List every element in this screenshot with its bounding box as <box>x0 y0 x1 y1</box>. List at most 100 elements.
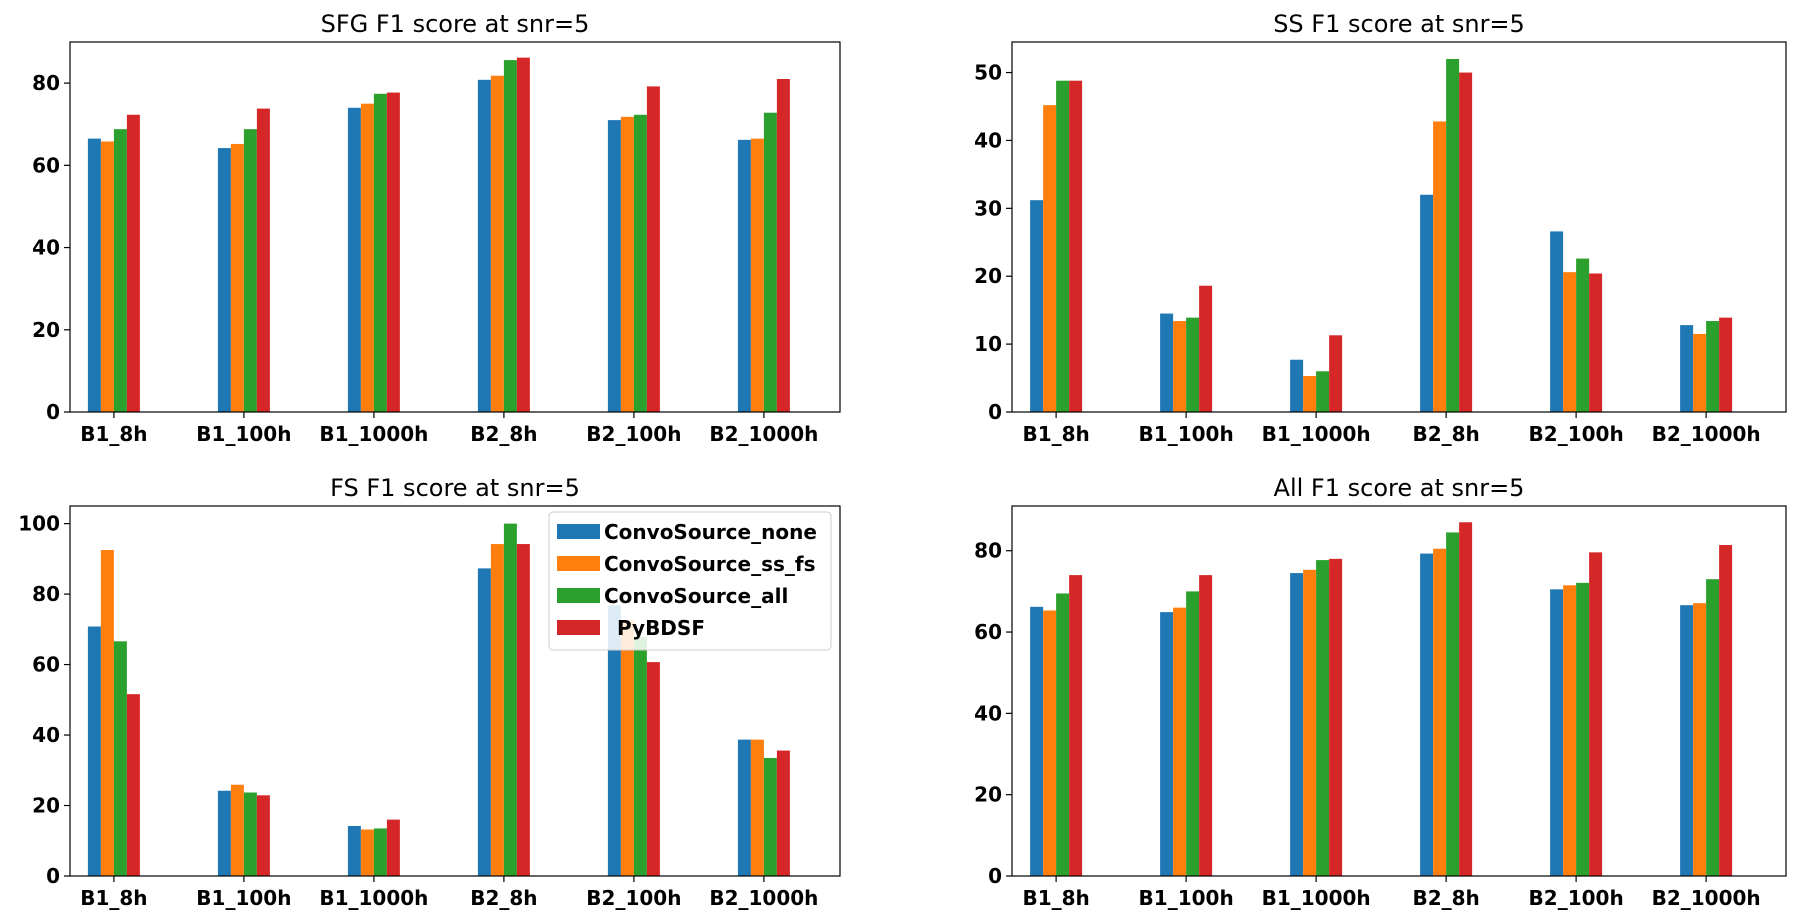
x-tick-label: B1_100h <box>1139 886 1234 910</box>
legend-label: ConvoSource_ss_fs <box>604 552 816 576</box>
bar-convosource-all-b1-100h <box>243 792 257 876</box>
y-tick-label: 0 <box>46 864 60 888</box>
x-tick-label: B2_8h <box>470 886 537 910</box>
x-tick-label: B1_100h <box>1139 422 1234 446</box>
bar-convosource-none-b1-8h <box>1030 200 1044 412</box>
bar-convosource-none-b1-100h <box>217 790 231 876</box>
bar-convosource-none-b2-8h <box>1420 194 1434 412</box>
bar-convosource-none-b1-8h <box>1030 606 1044 876</box>
x-tick-label: B1_100h <box>196 886 291 910</box>
bar-convosource-none-b2-100h <box>1550 231 1564 412</box>
bar-pybdsf-b2-8h <box>1459 522 1473 876</box>
bar-convosource-all-b2-8h <box>503 523 517 876</box>
bar-convosource-all-b2-100h <box>633 637 647 876</box>
bar-convosource-none-b2-1000h <box>1680 325 1694 412</box>
chart-title: All F1 score at snr=5 <box>1274 474 1525 502</box>
y-tick-label: 0 <box>46 400 60 424</box>
bar-pybdsf-b1-8h <box>126 694 140 876</box>
bar-convosource-none-b1-8h <box>87 138 101 412</box>
bar-convosource-ss-fs-b2-8h <box>490 544 504 876</box>
bar-convosource-all-b2-1000h <box>763 112 777 412</box>
bar-convosource-none-b1-100h <box>1160 612 1174 876</box>
y-tick-label: 20 <box>974 783 1002 807</box>
bar-convosource-all-b1-1000h <box>373 828 387 876</box>
plot-frame <box>69 41 841 413</box>
x-tick-label: B2_100h <box>586 422 681 446</box>
bar-convosource-all-b1-100h <box>1186 591 1200 876</box>
y-tick-label: 60 <box>974 620 1002 644</box>
bar-pybdsf-b1-100h <box>1199 575 1213 876</box>
bar-pybdsf-b2-1000h <box>776 79 790 412</box>
bar-convosource-ss-fs-b2-100h <box>1563 272 1577 412</box>
y-tick-label: 100 <box>18 512 60 536</box>
bar-convosource-all-b2-8h <box>1446 532 1460 876</box>
x-tick-label: B2_1000h <box>1652 422 1761 446</box>
bar-convosource-ss-fs-b2-8h <box>1433 121 1447 413</box>
bar-convosource-none-b1-1000h <box>347 825 361 876</box>
bar-pybdsf-b2-100h <box>646 86 660 413</box>
bar-pybdsf-b1-1000h <box>386 819 400 876</box>
y-tick-label: 40 <box>32 723 60 747</box>
x-tick-label: B2_1000h <box>709 886 818 910</box>
x-tick-label: B2_8h <box>470 422 537 446</box>
bar-pybdsf-b2-1000h <box>1719 545 1733 876</box>
legend-label: PyBDSF <box>617 616 705 640</box>
bar-pybdsf-b2-8h <box>516 57 530 412</box>
bar-convosource-ss-fs-b1-8h <box>100 550 114 876</box>
bar-pybdsf-b2-8h <box>1459 72 1473 412</box>
bar-convosource-none-b2-100h <box>607 120 621 412</box>
y-tick-label: 50 <box>974 61 1002 85</box>
y-tick-label: 80 <box>974 539 1002 563</box>
y-tick-label: 40 <box>32 236 60 260</box>
bar-pybdsf-b1-8h <box>1069 80 1083 412</box>
bar-convosource-ss-fs-b2-100h <box>620 620 634 876</box>
x-tick-label: B1_1000h <box>1262 422 1371 446</box>
bar-convosource-ss-fs-b1-1000h <box>1303 569 1317 876</box>
bar-convosource-ss-fs-b2-1000h <box>750 138 764 412</box>
y-tick-label: 80 <box>32 582 60 606</box>
chart-title: SS F1 score at snr=5 <box>1273 10 1525 38</box>
y-tick-label: 80 <box>32 71 60 95</box>
x-tick-label: B1_1000h <box>319 422 428 446</box>
y-tick-label: 40 <box>974 701 1002 725</box>
chart-all-f1: All F1 score at snr=5 0 20 40 60 80 B1_8h B1_10… <box>974 474 1787 910</box>
legend-swatch-convosource-all <box>557 588 600 603</box>
bar-convosource-ss-fs-b2-8h <box>490 75 504 412</box>
x-tick-label: B1_8h <box>1022 422 1089 446</box>
legend: ConvoSource_none ConvoSource_ss_fs ConvoSo… <box>548 511 832 651</box>
chart-ss-f1: SS F1 score at snr=5 0 10 20 30 40 50 B1_8h B1_1… <box>974 10 1787 446</box>
x-tick-label: B2_1000h <box>709 422 818 446</box>
bar-convosource-ss-fs-b1-8h <box>100 141 114 412</box>
bar-convosource-none-b1-100h <box>217 148 231 413</box>
bar-convosource-none-b2-1000h <box>737 139 751 412</box>
x-tick-label: B1_8h <box>80 886 147 910</box>
x-tick-label: B2_100h <box>586 886 681 910</box>
legend-swatch-convosource-none <box>557 524 600 539</box>
legend-box <box>548 511 832 651</box>
bar-convosource-all-b1-1000h <box>1316 560 1330 876</box>
chart-fs-f1: FS F1 score at snr=5 0 20 40 60 80 100 B1_8h B1_… <box>18 474 841 910</box>
y-tick-label: 10 <box>974 332 1002 356</box>
y-tick-label: 0 <box>988 864 1002 888</box>
bar-convosource-ss-fs-b1-100h <box>1173 607 1187 876</box>
x-tick-label: B1_8h <box>1022 886 1089 910</box>
bar-convosource-all-b1-8h <box>113 129 127 412</box>
bar-convosource-all-b1-100h <box>1186 317 1200 412</box>
bar-convosource-all-b1-8h <box>1056 80 1070 412</box>
bar-convosource-all-b1-1000h <box>1316 371 1330 412</box>
bar-convosource-ss-fs-b2-8h <box>1433 548 1447 876</box>
bar-convosource-none-b1-1000h <box>1290 359 1304 412</box>
x-tick-label: B2_100h <box>1529 422 1624 446</box>
bar-convosource-all-b2-100h <box>633 114 647 413</box>
bar-pybdsf-b2-8h <box>516 544 530 876</box>
x-tick-label: B1_1000h <box>1262 886 1371 910</box>
chart-title: SFG F1 score at snr=5 <box>321 10 590 38</box>
bar-convosource-none-b2-1000h <box>737 739 751 876</box>
y-tick-label: 0 <box>988 400 1002 424</box>
bar-convosource-ss-fs-b2-1000h <box>750 739 764 876</box>
bar-convosource-ss-fs-b1-100h <box>1173 321 1187 412</box>
bar-convosource-all-b1-1000h <box>373 93 387 413</box>
bar-pybdsf-b1-100h <box>256 795 270 876</box>
bar-pybdsf-b2-100h <box>646 662 660 876</box>
